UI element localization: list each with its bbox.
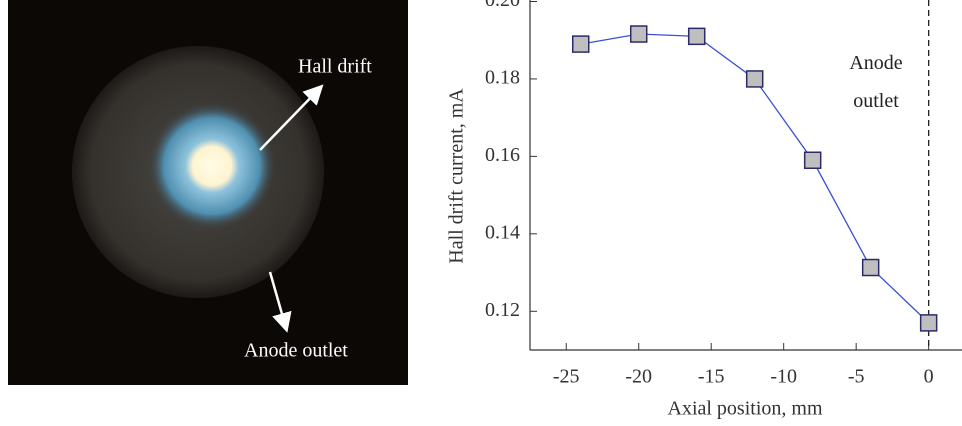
marker <box>745 70 764 88</box>
x-tick-label: -10 <box>770 366 797 388</box>
marker <box>919 314 938 332</box>
discharge-glow <box>148 102 276 230</box>
y-tick-label: 0.16 <box>485 144 520 166</box>
x-tick-label: 0 <box>924 366 934 388</box>
marker <box>803 151 822 170</box>
x-axis-label: Axial position, mm <box>668 398 823 420</box>
photo-label: Hall drift <box>298 56 372 78</box>
arrow <box>268 271 292 333</box>
arrow <box>259 84 324 151</box>
x-tick-label: -20 <box>625 366 652 388</box>
x-tick-label: -15 <box>698 366 725 388</box>
y-tick-label: 0.20 <box>485 0 520 11</box>
y-axis-label: Hall drift current, mA <box>446 88 468 264</box>
y-tick-label: 0.12 <box>485 299 520 321</box>
marker <box>687 27 706 46</box>
marker <box>571 35 590 53</box>
x-tick-label: -25 <box>553 366 580 388</box>
photo-label: Anode outlet <box>244 340 348 362</box>
photo: Hall drift Anode outlet <box>8 0 408 385</box>
y-tick-label: 0.14 <box>485 221 520 243</box>
x-tick-label: -5 <box>848 366 865 388</box>
marker <box>861 258 880 277</box>
y-tick-label: 0.18 <box>485 67 520 89</box>
marker <box>629 25 648 43</box>
annotation: Anode outlet <box>849 52 903 112</box>
